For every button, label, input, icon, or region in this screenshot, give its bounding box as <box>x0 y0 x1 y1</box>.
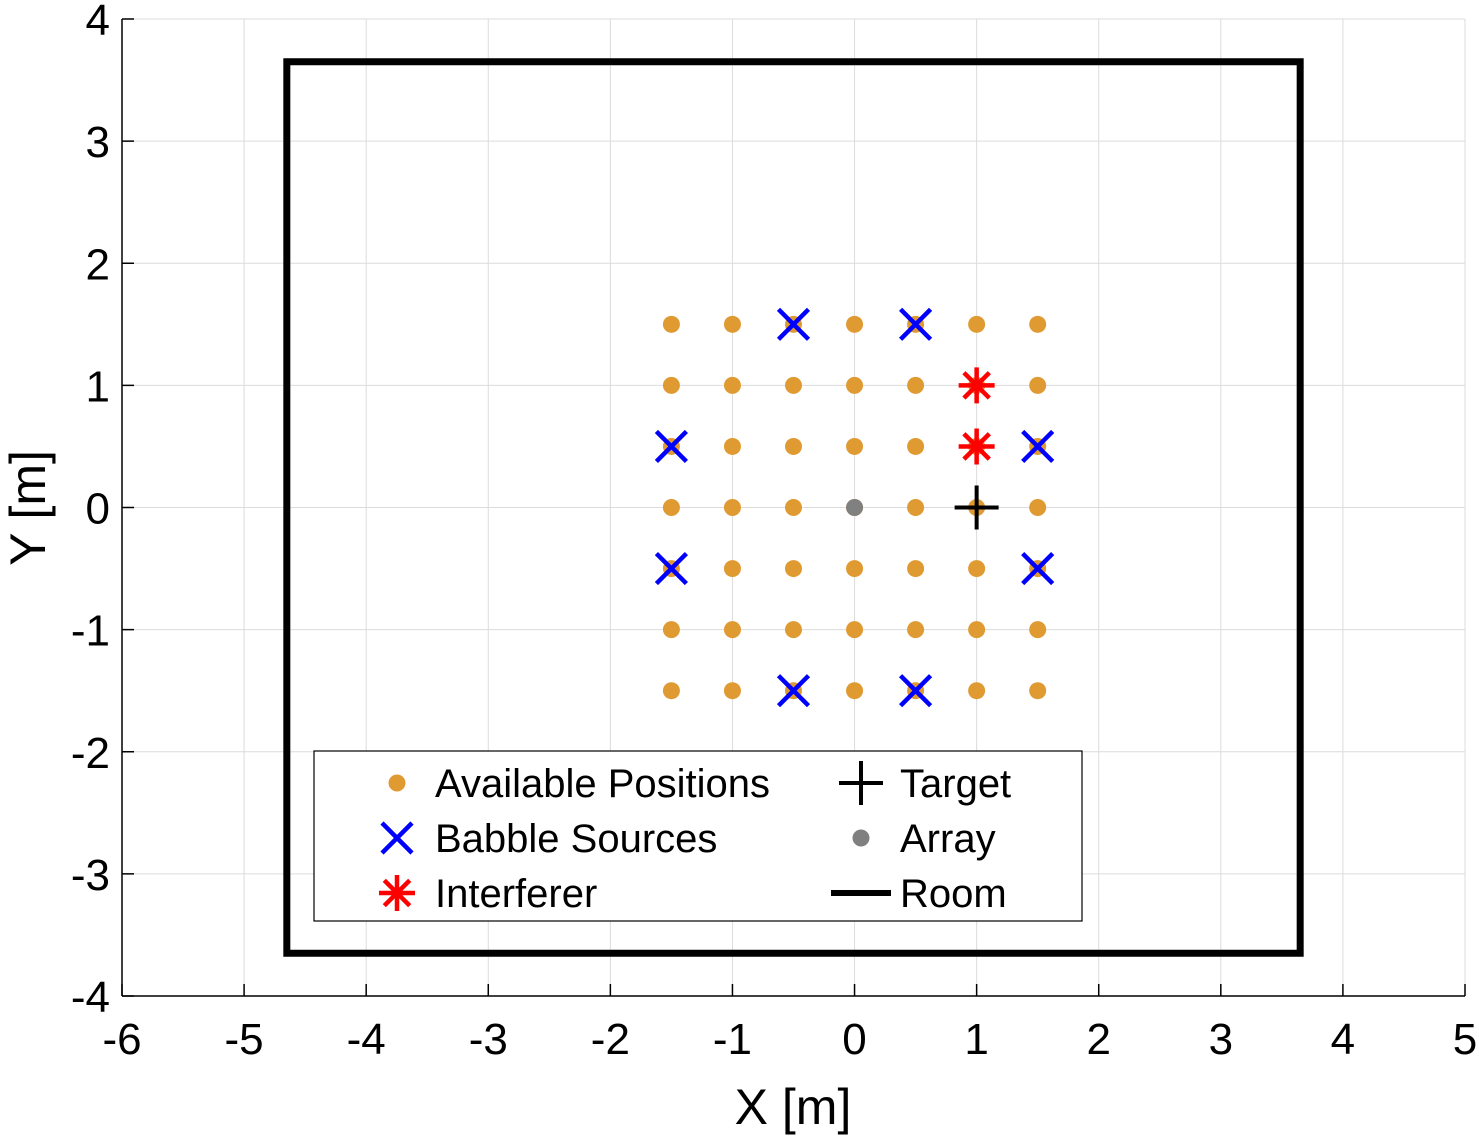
available-position-point <box>968 560 986 578</box>
legend: Available Positions Babble Sources Interfe… <box>313 750 1083 922</box>
babble-source-point <box>899 674 933 708</box>
available-position-point <box>907 621 925 639</box>
x-tick-label: -5 <box>225 1015 264 1064</box>
y-tick-label: 3 <box>86 118 110 167</box>
available-position-point <box>662 499 680 516</box>
available-position-point <box>723 621 741 639</box>
available-position-point <box>846 376 864 394</box>
y-tick-label: 2 <box>86 240 110 289</box>
babble-source-point <box>1021 429 1055 464</box>
available-position-point <box>723 376 741 394</box>
available-position-point <box>723 560 741 578</box>
interferer-point <box>958 367 995 404</box>
available-position-point <box>785 560 802 578</box>
available-position-point <box>662 621 680 639</box>
available-position-point <box>968 682 986 700</box>
available-position-point <box>662 315 680 333</box>
available-position-point <box>907 560 925 578</box>
x-tick-label: -2 <box>591 1015 630 1064</box>
y-tick-label: -2 <box>71 729 110 778</box>
available-position-point <box>785 437 802 455</box>
x-tick-label: -3 <box>469 1015 508 1064</box>
available-position-point <box>785 499 802 516</box>
legend-symbol-array <box>852 829 870 847</box>
y-tick-label: 1 <box>86 362 110 411</box>
tick-labels: -6 -5 -4 -3 -2 -1 0 1 2 3 4 5 -4 -3 -2 -1 0 1 2 3 4 <box>71 0 1477 1064</box>
x-axis-label: X [m] <box>735 1079 852 1135</box>
interferer-point <box>958 428 995 465</box>
available-position-point <box>723 315 741 333</box>
available-position-point <box>1029 682 1047 700</box>
available-position-point <box>723 682 741 700</box>
room-outline <box>283 58 1304 957</box>
babble-source-point <box>899 307 933 341</box>
x-tick-label: -4 <box>347 1015 386 1064</box>
x-tick-label: 0 <box>842 1015 866 1064</box>
legend-symbol-interferer <box>379 875 415 911</box>
available-position-point <box>1029 315 1047 333</box>
axes <box>121 18 1466 997</box>
x-tick-label: -6 <box>102 1015 141 1064</box>
available-position-point <box>907 499 925 516</box>
y-tick-label: -1 <box>71 607 110 656</box>
y-axis-label: Y [m] <box>0 450 56 566</box>
available-position-point <box>1029 499 1047 516</box>
babble-source-point <box>776 674 811 708</box>
available-position-point <box>785 621 802 639</box>
x-tick-label: 4 <box>1331 1015 1355 1064</box>
available-position-point <box>846 315 864 333</box>
legend-symbol-babble <box>380 821 414 855</box>
y-tick-label: -3 <box>71 851 110 900</box>
legend-symbol-available <box>388 774 406 792</box>
x-tick-label: 3 <box>1209 1015 1233 1064</box>
legend-label: Babble Sources <box>435 817 717 861</box>
babble-source-point <box>776 307 811 341</box>
babble-source-point <box>654 551 688 586</box>
x-tick-label: 1 <box>964 1015 988 1064</box>
babble-source-point <box>654 429 688 464</box>
available-position-point <box>846 437 864 455</box>
available-position-point <box>846 560 864 578</box>
available-position-point <box>907 376 925 394</box>
x-tick-label: 5 <box>1453 1015 1477 1064</box>
legend-label: Target <box>900 762 1011 806</box>
target-point <box>954 485 999 530</box>
available-position-point <box>785 376 802 394</box>
available-position-point <box>846 621 864 639</box>
legend-label: Array <box>900 817 996 861</box>
available-position-point <box>907 437 925 455</box>
available-position-point <box>1029 621 1047 639</box>
available-position-point <box>662 376 680 394</box>
legend-label: Available Positions <box>435 762 770 806</box>
available-position-point <box>662 682 680 700</box>
y-tick-label: -4 <box>71 973 110 1022</box>
array-point <box>846 499 864 516</box>
legend-label: Interferer <box>435 872 597 916</box>
available-position-point <box>968 621 986 639</box>
available-position-point <box>846 682 864 700</box>
available-position-point <box>1029 376 1047 394</box>
x-tick-label: -1 <box>713 1015 752 1064</box>
available-position-point <box>723 499 741 516</box>
x-tick-label: 2 <box>1086 1015 1110 1064</box>
legend-symbol-target <box>839 761 883 805</box>
babble-source-point <box>1021 551 1055 586</box>
legend-label: Room <box>900 872 1007 916</box>
plot-points <box>654 307 1055 708</box>
room-rectangle <box>283 58 1304 957</box>
available-position-point <box>968 315 986 333</box>
available-position-point <box>723 437 741 455</box>
y-tick-label: 0 <box>86 485 110 534</box>
legend-box <box>313 750 1083 922</box>
y-tick-label: 4 <box>86 0 110 45</box>
